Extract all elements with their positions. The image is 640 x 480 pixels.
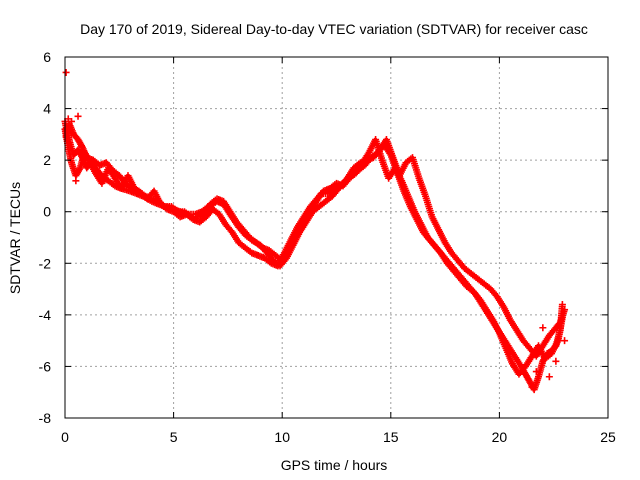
x-tick-label: 5	[170, 429, 178, 445]
x-tick-label: 25	[600, 429, 616, 445]
data-point	[68, 117, 76, 125]
plot-frame	[64, 56, 609, 419]
x-tick-label: 15	[383, 429, 399, 445]
x-tick-label: 0	[61, 429, 69, 445]
series-track-a	[61, 117, 566, 394]
data-points	[61, 68, 569, 394]
y-tick-label: 2	[43, 152, 51, 168]
data-point	[62, 68, 70, 76]
data-point	[561, 337, 569, 345]
y-tick-label: -4	[39, 307, 52, 323]
y-tick-label: 4	[43, 101, 51, 117]
y-tick-label: -2	[39, 255, 52, 271]
axis-ticks	[64, 56, 609, 419]
data-point	[558, 301, 566, 309]
data-point	[532, 368, 540, 376]
data-point	[539, 324, 547, 332]
data-point	[545, 373, 553, 381]
series-track-b	[61, 125, 566, 378]
chart-title: Day 170 of 2019, Sidereal Day-to-day VTE…	[80, 21, 588, 37]
y-tick-label: -6	[39, 358, 52, 374]
data-point	[72, 177, 80, 185]
x-axis-label: GPS time / hours	[281, 457, 388, 473]
grid	[65, 57, 608, 418]
series-track-c	[62, 120, 569, 360]
y-axis-label: SDTVAR / TECUs	[7, 182, 23, 294]
tick-labels: 0 5 10 15 20 25 -8 -6 -4 -2 0 2 4 6	[39, 49, 616, 445]
y-tick-label: -8	[39, 410, 52, 426]
y-tick-label: 0	[43, 204, 51, 220]
y-tick-label: 6	[43, 49, 51, 65]
x-tick-label: 10	[274, 429, 290, 445]
data-point	[552, 357, 560, 365]
data-point	[561, 306, 569, 314]
data-point	[74, 112, 82, 120]
series-outliers	[62, 68, 569, 391]
x-tick-label: 20	[492, 429, 508, 445]
data-point	[528, 383, 536, 391]
